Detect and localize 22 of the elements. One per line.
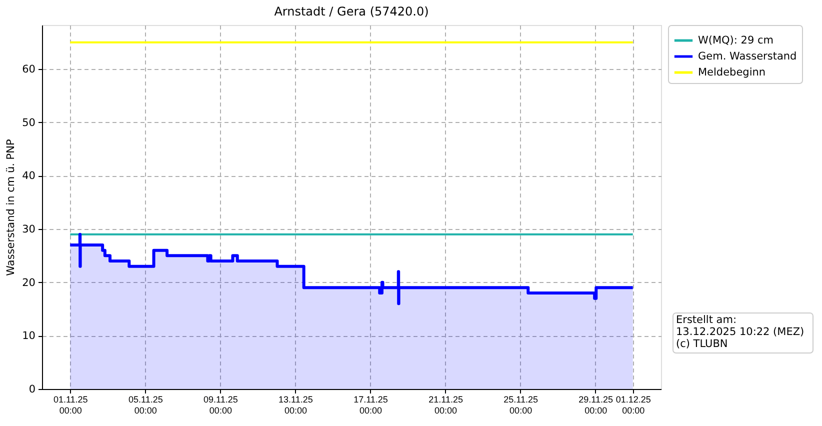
y-tick-label: 10 — [22, 330, 36, 342]
legend-label: W(MQ): 29 cm — [698, 34, 774, 46]
x-tick-label: 25.11.25 00:00 — [504, 394, 538, 416]
y-tick-label: 0 — [28, 384, 36, 396]
y-tick-label: 30 — [22, 224, 36, 236]
y-tick-label: 40 — [22, 170, 36, 182]
legend-label: Meldebeginn — [698, 66, 766, 78]
x-tick-label: 01.11.25 00:00 — [53, 394, 88, 416]
y-tick-label: 60 — [22, 64, 36, 76]
y-tick-label: 50 — [22, 116, 36, 129]
y-tick-label: 20 — [22, 276, 36, 289]
y-axis-title: Wasserstand in cm ü. PNP — [5, 139, 18, 276]
text: Erstellt am: 13.12.2025 10:22 (MEZ) (c) TLUBN — [676, 314, 804, 350]
x-tick-label: 01.12.25 00:00 — [616, 394, 651, 416]
chart-title: Arnstadt / Gera (57420.0) — [274, 4, 429, 18]
x-tick-label: 05.11.25 00:00 — [128, 394, 163, 416]
x-tick-label: 17.11.25 00:00 — [354, 394, 388, 416]
x-tick-label: 21.11.25 00:00 — [428, 394, 463, 416]
x-tick-label: 09.11.25 00:00 — [204, 394, 238, 416]
x-tick-label: 13.11.25 00:00 — [278, 394, 313, 416]
legend-label: Gem. Wasserstand — [698, 50, 797, 62]
x-tick-label: 29.11.25 00:00 — [578, 394, 614, 416]
